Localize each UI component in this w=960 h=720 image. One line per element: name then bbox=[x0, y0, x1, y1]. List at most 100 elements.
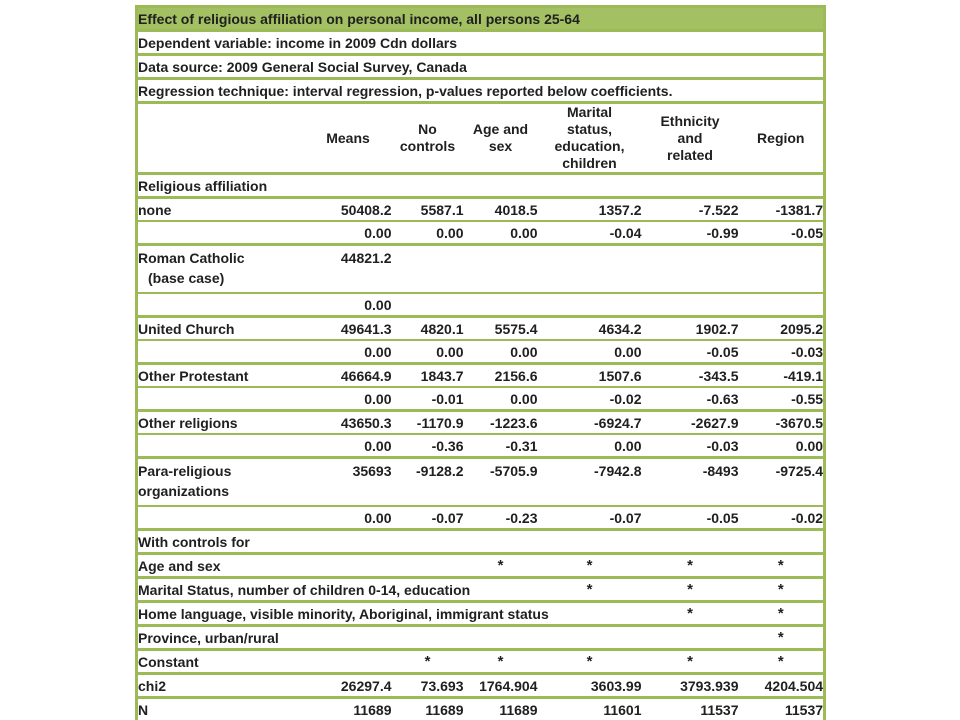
value-cell: 11689 bbox=[391, 696, 464, 720]
pvalue-cell: -0.07 bbox=[537, 505, 642, 530]
pvalue-cell: 0.00 bbox=[304, 505, 392, 530]
table-row-none: none 50408.2 5587.1 4018.5 1357.2 -7.522 -1381… bbox=[136, 196, 825, 221]
table-row-pvalues: 0.00 -0.07 -0.23 -0.07 -0.05 -0.02 bbox=[136, 505, 825, 530]
value-cell: 73.693 bbox=[391, 672, 464, 698]
pvalue-cell bbox=[537, 292, 642, 317]
table-row-province-urban-rural: Province, urban/rural * bbox=[136, 624, 825, 650]
row-label: Home language, visible minority, Aborigi… bbox=[136, 600, 642, 626]
table-row-united-church: United Church 49641.3 4820.1 5575.4 4634.2 19… bbox=[136, 315, 825, 340]
star-cell: * bbox=[641, 648, 739, 674]
value-cell bbox=[738, 243, 825, 293]
pvalue-cell: 0.00 bbox=[304, 220, 392, 245]
value-cell: 44821.2 bbox=[304, 243, 392, 293]
value-cell: 2156.6 bbox=[463, 362, 538, 387]
table-row-n: N 11689 11689 11689 11601 11537 11537 bbox=[136, 696, 825, 720]
value-cell: 49641.3 bbox=[304, 315, 392, 340]
star-cell: * bbox=[537, 552, 642, 578]
value-cell: 11689 bbox=[463, 696, 538, 720]
value-cell: -6924.7 bbox=[537, 409, 642, 434]
pvalue-cell: -0.03 bbox=[641, 433, 739, 458]
pvalue-cell: 0.00 bbox=[304, 433, 392, 458]
pvalue-cell: 0.00 bbox=[463, 220, 538, 245]
row-label-second-line: (base case) bbox=[148, 270, 225, 286]
star-cell: * bbox=[537, 648, 642, 674]
value-cell: 43650.3 bbox=[304, 409, 392, 434]
pvalue-cell: -0.31 bbox=[463, 433, 538, 458]
row-label: Other religions bbox=[136, 409, 305, 434]
star-cell: * bbox=[738, 576, 825, 602]
value-cell bbox=[537, 243, 642, 293]
value-cell: -9128.2 bbox=[391, 456, 464, 506]
value-cell: 1764.904 bbox=[463, 672, 538, 698]
info-regression-technique: Regression technique: interval regressio… bbox=[136, 77, 825, 103]
row-label: none bbox=[136, 196, 305, 221]
table-row-age-and-sex: Age and sex * * * * bbox=[136, 552, 825, 578]
row-label: Province, urban/rural bbox=[136, 624, 739, 650]
star-cell: * bbox=[537, 576, 642, 602]
value-cell: 1507.6 bbox=[537, 362, 642, 387]
value-cell: 11537 bbox=[641, 696, 739, 720]
row-label: United Church bbox=[136, 315, 305, 340]
pvalue-cell: -0.01 bbox=[391, 386, 464, 411]
row-label: Age and sex bbox=[136, 552, 464, 578]
pvalue-cell bbox=[738, 292, 825, 317]
value-cell: 11689 bbox=[304, 696, 392, 720]
table-row-pvalues: 0.00 0.00 0.00 -0.04 -0.99 -0.05 bbox=[136, 220, 825, 245]
value-cell: -5705.9 bbox=[463, 456, 538, 506]
pvalue-cell bbox=[463, 292, 538, 317]
info-row-regression-technique: Regression technique: interval regressio… bbox=[136, 77, 825, 103]
row-label: Other Protestant bbox=[136, 362, 305, 387]
value-cell: 3793.939 bbox=[641, 672, 739, 698]
info-data-source: Data source: 2009 General Social Survey,… bbox=[136, 53, 825, 79]
row-label bbox=[136, 433, 305, 458]
table-row-chi2: chi2 26297.4 73.693 1764.904 3603.99 3793.939… bbox=[136, 672, 825, 698]
value-cell: -3670.5 bbox=[738, 409, 825, 434]
pvalue-cell: -0.36 bbox=[391, 433, 464, 458]
value-cell: -1381.7 bbox=[738, 196, 825, 221]
row-label bbox=[136, 292, 305, 317]
star-cell: * bbox=[463, 648, 538, 674]
pvalue-cell: -0.63 bbox=[641, 386, 739, 411]
pvalue-cell: -0.55 bbox=[738, 386, 825, 411]
pvalue-cell bbox=[641, 292, 739, 317]
value-cell: -419.1 bbox=[738, 362, 825, 387]
value-cell bbox=[463, 243, 538, 293]
pvalue-cell: -0.07 bbox=[391, 505, 464, 530]
info-dependent-variable: Dependent variable: income in 2009 Cdn d… bbox=[136, 29, 825, 55]
pvalue-cell: -0.23 bbox=[463, 505, 538, 530]
table-row-religious-affiliation: Religious affiliation bbox=[136, 172, 825, 198]
value-cell: 5575.4 bbox=[463, 315, 538, 340]
value-cell: -9725.4 bbox=[738, 456, 825, 506]
column-header: Marital status, education, children bbox=[537, 101, 642, 174]
value-cell: 4820.1 bbox=[391, 315, 464, 340]
star-cell: * bbox=[738, 648, 825, 674]
row-label: N bbox=[136, 696, 305, 720]
star-cell: * bbox=[738, 552, 825, 578]
value-cell: 11601 bbox=[537, 696, 642, 720]
table-row-pvalues: 0.00 -0.01 0.00 -0.02 -0.63 -0.55 bbox=[136, 386, 825, 411]
row-label: chi2 bbox=[136, 672, 305, 698]
value-cell: 5587.1 bbox=[391, 196, 464, 221]
row-label: Para-religious organizations bbox=[136, 456, 305, 506]
star-cell: * bbox=[641, 600, 739, 626]
pvalue-cell: 0.00 bbox=[391, 220, 464, 245]
value-cell: 35693 bbox=[304, 456, 392, 506]
value-cell: -1170.9 bbox=[391, 409, 464, 434]
row-label-second-line: organizations bbox=[138, 483, 230, 499]
pvalue-cell: -0.02 bbox=[537, 386, 642, 411]
info-row-dependent-variable: Dependent variable: income in 2009 Cdn d… bbox=[136, 29, 825, 55]
section-label: With controls for bbox=[136, 528, 825, 554]
star-cell: * bbox=[391, 648, 464, 674]
table-row-other-protestant: Other Protestant 46664.9 1843.7 2156.6 1507.… bbox=[136, 362, 825, 387]
row-label bbox=[136, 220, 305, 245]
value-cell: -7.522 bbox=[641, 196, 739, 221]
star-cell: * bbox=[738, 624, 825, 650]
column-header: Means bbox=[304, 101, 392, 174]
row-label bbox=[136, 386, 305, 411]
value-cell: -343.5 bbox=[641, 362, 739, 387]
column-header: Region bbox=[738, 101, 825, 174]
table-row-pvalues: 0.00 -0.36 -0.31 0.00 -0.03 0.00 bbox=[136, 433, 825, 458]
pvalue-cell: -0.04 bbox=[537, 220, 642, 245]
table-row-marital-status-number-of-children-0-14-education: Marital Status, number of children 0-14,… bbox=[136, 576, 825, 602]
